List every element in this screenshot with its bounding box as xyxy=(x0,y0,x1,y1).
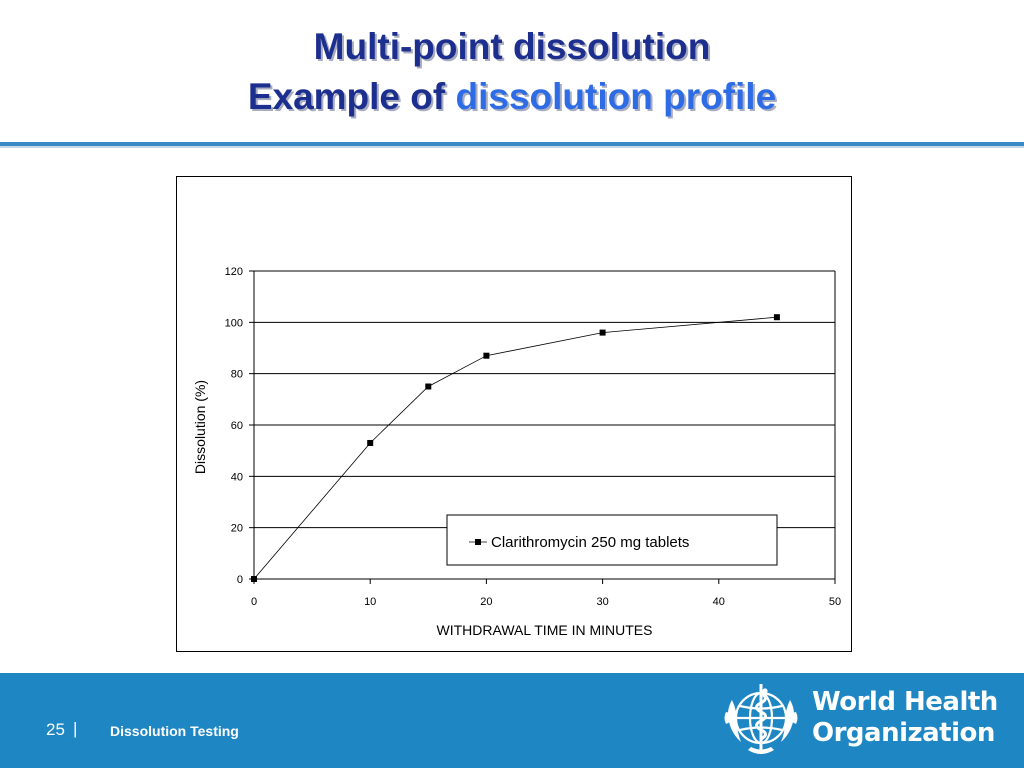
data-point xyxy=(251,576,257,582)
title-line-1: Multi-point dissolution xyxy=(313,26,711,67)
dissolution-chart: 0 20 40 60 80 100 120 0 10 20 30 40 50 WITHDRAWAL TIM… xyxy=(192,266,841,638)
legend-label: Clarithromycin 250 mg tablets xyxy=(491,534,689,551)
series-line xyxy=(253,316,777,580)
slide-title: Multi-point dissolution Example of disso… xyxy=(0,22,1024,122)
chart-frame: 0 20 40 60 80 100 120 0 10 20 30 40 50 WITHDRAWAL TIM… xyxy=(176,176,852,652)
title-line-2-accent: dissolution profile xyxy=(455,76,777,117)
who-name-line-1: World Health xyxy=(812,687,998,717)
legend-marker xyxy=(475,539,481,545)
title-line-2: Example of dissolution profile xyxy=(0,72,1024,122)
x-tick-label: 10 xyxy=(364,596,376,608)
page-separator: | xyxy=(73,719,78,738)
y-tick-label: 120 xyxy=(225,266,243,278)
x-axis-title: WITHDRAWAL TIME IN MINUTES xyxy=(437,622,653,638)
x-tick-label: 50 xyxy=(829,596,841,608)
who-organization-name: World Health Organization xyxy=(812,687,998,749)
y-tick-label: 0 xyxy=(237,574,243,586)
data-point xyxy=(483,352,490,359)
footer-section-label: Dissolution Testing xyxy=(110,723,239,739)
title-line-2-prefix: Example of xyxy=(247,76,446,117)
data-point xyxy=(425,383,432,390)
title-divider xyxy=(0,142,1024,146)
x-tick-label: 40 xyxy=(713,596,725,608)
title-divider-shadow xyxy=(0,146,1024,148)
who-emblem-icon xyxy=(724,684,798,754)
x-tick-label: 20 xyxy=(480,596,492,608)
data-point xyxy=(367,439,374,446)
data-point xyxy=(773,314,780,321)
y-tick-label: 20 xyxy=(231,523,243,535)
legend-box xyxy=(446,514,778,566)
data-point xyxy=(599,329,606,336)
x-tick-label: 30 xyxy=(596,596,608,608)
y-tick-label: 40 xyxy=(231,471,243,483)
y-tick-label: 80 xyxy=(231,369,243,381)
page-number: 25 xyxy=(46,720,65,739)
y-tick-label: 100 xyxy=(225,317,243,329)
who-name-line-2: Organization xyxy=(812,718,995,748)
footer-bar: 25 | Dissolution Testing World Health Or… xyxy=(0,673,1024,768)
x-tick-label: 0 xyxy=(251,596,257,608)
y-tick-label: 60 xyxy=(231,420,243,432)
y-axis-title: Dissolution (%) xyxy=(192,380,208,474)
